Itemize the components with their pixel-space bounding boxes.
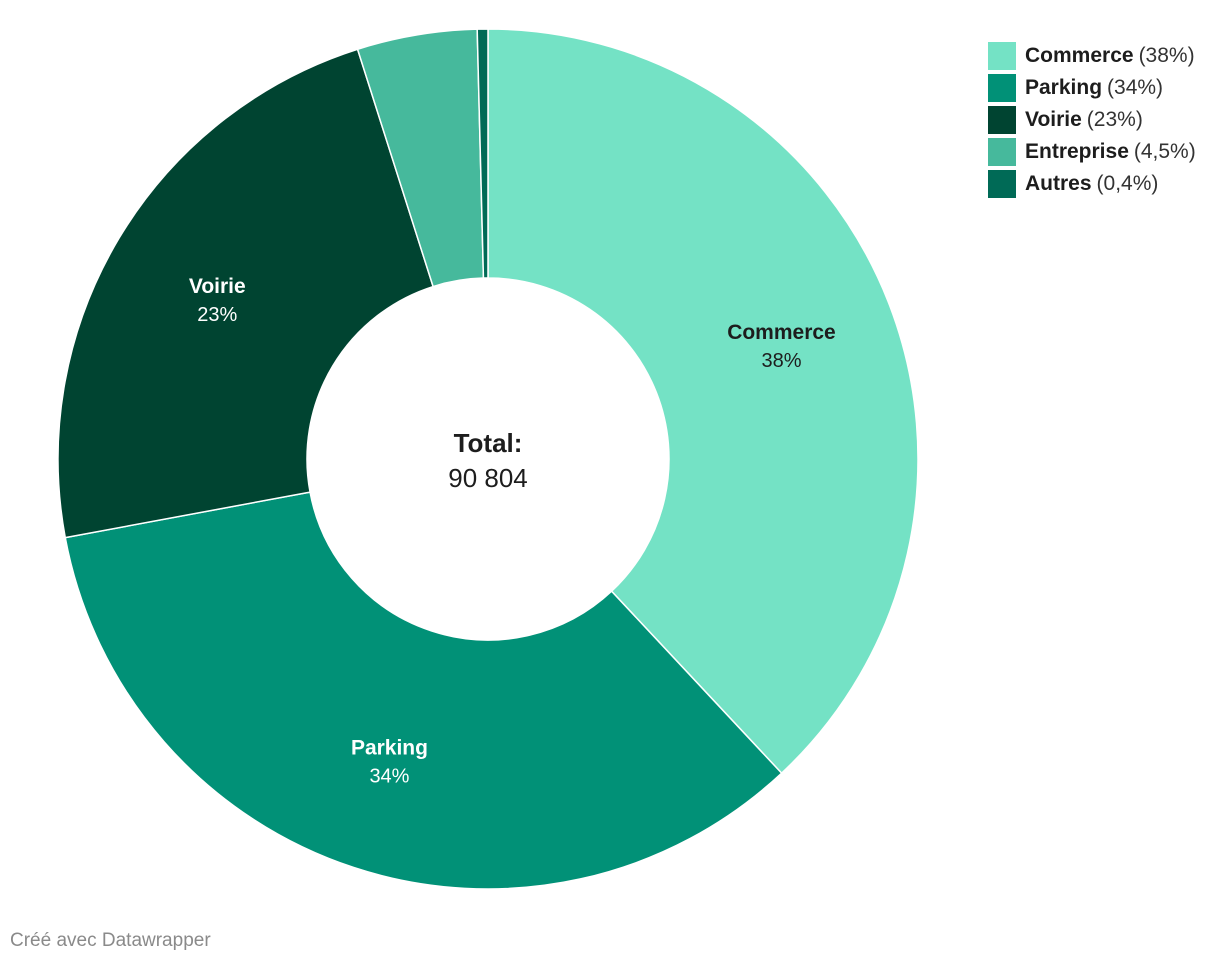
slice-label-parking: Parking [351,737,428,760]
slice-commerce [487,28,919,775]
slice-voirie [57,48,435,539]
legend-label: Entreprise [1025,140,1129,163]
legend-label: Autres [1025,172,1092,195]
legend-item-commerce: Commerce (38%) [988,40,1196,72]
center-total-value: 90 804 [448,463,528,493]
legend-value: (0,4%) [1096,172,1159,195]
legend-label: Commerce [1025,44,1134,67]
donut-chart: Commerce 38% Parking 34% Voirie 23% Total: 90… [57,28,919,890]
legend-value: (34%) [1107,76,1164,99]
legend-swatch [988,74,1016,102]
slice-label-voirie: Voirie [189,275,246,298]
legend-value: (4,5%) [1133,140,1196,163]
legend-item-parking: Parking (34%) [988,72,1196,104]
legend-label: Parking [1025,76,1103,99]
legend-swatch [988,170,1016,198]
label-group: Commerce 38% Parking 34% Voirie 23% [189,275,836,788]
legend-swatch [988,138,1016,166]
slice-group [57,28,919,890]
slice-autres [476,28,489,279]
legend-swatch [988,42,1016,70]
legend: Commerce (38%) Parking (34%) Voirie (23%) Entr… [988,40,1196,200]
legend-value: (38%) [1138,44,1195,67]
slice-parking [64,491,783,890]
legend-item-voirie: Voirie (23%) [988,104,1196,136]
slice-value-voirie: 23% [197,304,237,326]
slice-value-parking: 34% [369,766,409,788]
legend-swatch [988,106,1016,134]
legend-item-autres: Autres (0,4%) [988,168,1196,200]
slice-label-commerce: Commerce [727,321,836,344]
legend-label: Voirie [1025,108,1082,131]
legend-item-entreprise: Entreprise (4,5%) [988,136,1196,168]
legend-value: (23%) [1086,108,1143,131]
center-total-title: Total: [454,428,523,458]
footer-credit: Créé avec Datawrapper [10,930,211,951]
slice-value-commerce: 38% [761,350,801,372]
